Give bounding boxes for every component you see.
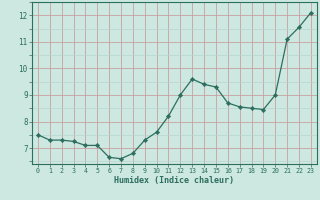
X-axis label: Humidex (Indice chaleur): Humidex (Indice chaleur) <box>115 176 234 185</box>
